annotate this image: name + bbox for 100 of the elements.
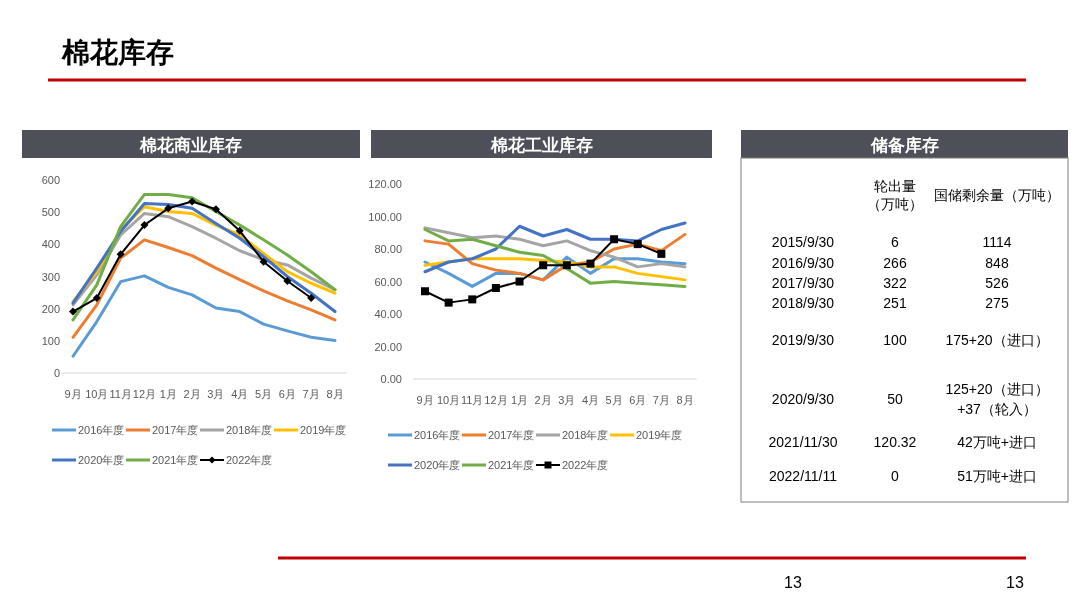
text: 6 [891, 234, 899, 250]
line-series [71, 238, 337, 339]
text: 51万吨+进口 [957, 468, 1037, 484]
point [188, 197, 197, 206]
category-label: 轮出量（万吨） [867, 178, 923, 212]
x-tick-label: 6月 [278, 388, 296, 400]
x-tick-label: 3月 [558, 394, 576, 406]
x-tick-label: 4月 [581, 394, 600, 406]
text: 120.32 [873, 434, 917, 450]
x-tick-label: 12月 [132, 388, 157, 400]
y-tick-label: 100 [41, 334, 60, 347]
point [657, 249, 666, 258]
point [610, 235, 619, 244]
text: 526 [985, 275, 1009, 291]
legend-label: 2022年度 [562, 459, 609, 471]
line-series [423, 228, 687, 288]
point [307, 294, 316, 303]
y-tick-label: 500 [41, 206, 60, 219]
y-tick-label: 60.00 [374, 275, 402, 288]
text: 125+20（进口） +37（轮入） [945, 381, 1049, 417]
legend-label: 2020年度 [414, 459, 461, 471]
text: 275 [985, 295, 1009, 311]
point [562, 261, 571, 270]
x-tick-label: 12月 [484, 394, 508, 406]
legend-label: 2016年度 [414, 429, 461, 441]
x-tick-label: 10月 [437, 394, 461, 406]
y-tick-label: 20.00 [374, 340, 402, 353]
category-label: 国储剩余量（万吨） [934, 187, 1060, 203]
x-tick-label: 8月 [676, 394, 694, 406]
y-tick-label: 120.00 [368, 178, 402, 190]
line-series [71, 274, 337, 358]
y-tick-label: 0 [53, 367, 60, 379]
point [444, 298, 453, 307]
text: 1114 [982, 234, 1012, 250]
point [140, 221, 149, 230]
text: 266 [883, 255, 907, 271]
text: 13 [784, 574, 802, 591]
legend-label: 2018年度 [226, 424, 273, 436]
text: 42万吨+进口 [957, 434, 1037, 450]
legend-label: 2017年度 [152, 424, 199, 436]
x-tick-label: 9月 [64, 388, 82, 400]
point [259, 257, 268, 266]
category-label: 2021/11/30 [768, 434, 838, 450]
text: 322 [883, 275, 907, 291]
legend-label: 2019年度 [636, 429, 683, 441]
text: 棉花库存 [61, 37, 174, 68]
legend-label: 2018年度 [562, 429, 609, 441]
legend-label: 2016年度 [78, 424, 125, 436]
legend-label: 2021年度 [152, 454, 199, 466]
x-tick-label: 8月 [326, 388, 344, 400]
chart-title: 棉花商业库存 [139, 136, 242, 155]
point [515, 277, 524, 286]
text: 13 [1006, 574, 1024, 591]
x-tick-label: 9月 [416, 394, 434, 406]
category-label: 2017/9/30 [771, 275, 835, 291]
y-tick-label: 400 [41, 238, 60, 251]
y-tick-label: 200 [41, 302, 60, 315]
text: 0 [891, 468, 899, 484]
y-tick-label: 0.00 [380, 373, 402, 385]
point [69, 307, 77, 316]
legend-label: 2017年度 [488, 429, 535, 441]
x-tick-label: 11月 [109, 388, 132, 400]
point [92, 294, 101, 303]
x-tick-label: 4月 [231, 388, 249, 400]
x-tick-label: 1月 [510, 394, 529, 406]
text: 175+20（进口） [945, 332, 1049, 348]
y-tick-label: 100.00 [368, 210, 402, 223]
point [116, 250, 125, 259]
legend-label: 2022年度 [226, 454, 273, 466]
point [211, 205, 220, 214]
point [633, 240, 642, 249]
point [586, 259, 595, 268]
category-label: 2018/9/30 [771, 295, 835, 311]
point [283, 277, 292, 285]
category-label: 2019/9/30 [771, 332, 835, 348]
x-tick-label: 5月 [605, 394, 623, 406]
point [491, 284, 500, 292]
x-tick-label: 11月 [461, 394, 484, 406]
legend-label: 2020年度 [78, 454, 125, 466]
x-tick-label: 10月 [85, 388, 109, 400]
category-label: 2016/9/30 [771, 255, 835, 271]
y-tick-label: 300 [41, 270, 60, 283]
x-tick-label: 2月 [534, 394, 552, 406]
y-tick-label: 80.00 [374, 243, 402, 255]
point [468, 295, 477, 304]
legend-label: 2021年度 [488, 459, 535, 471]
category-label: 2022/11/11 [769, 468, 837, 484]
point [164, 204, 173, 213]
category-label: 2015/9/30 [771, 234, 835, 250]
text: 50 [887, 391, 903, 407]
x-tick-label: 7月 [652, 394, 670, 406]
y-tick-label: 40.00 [374, 308, 402, 320]
x-tick-label: 2月 [183, 388, 201, 400]
x-tick-label: 1月 [159, 388, 177, 400]
category-label: 2020/9/30 [771, 391, 835, 407]
x-tick-label: 3月 [207, 388, 225, 400]
text: 储备库存 [869, 136, 939, 155]
point [421, 287, 429, 296]
point [539, 261, 548, 270]
text: 848 [985, 255, 1009, 271]
